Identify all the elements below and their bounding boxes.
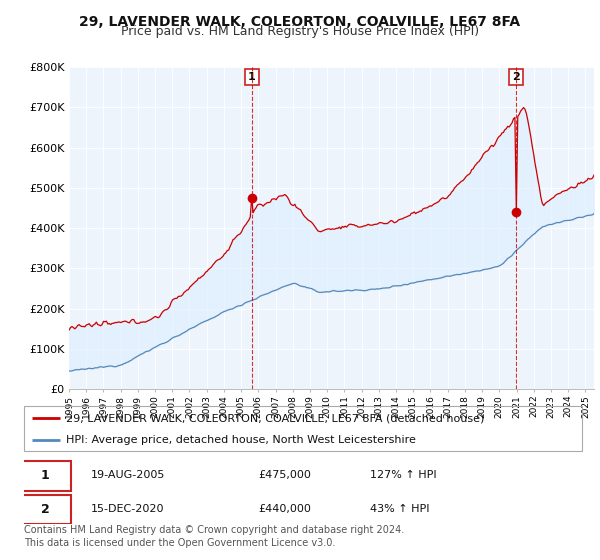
Text: 43% ↑ HPI: 43% ↑ HPI xyxy=(370,504,430,514)
Text: 127% ↑ HPI: 127% ↑ HPI xyxy=(370,470,437,480)
Text: 19-AUG-2005: 19-AUG-2005 xyxy=(91,470,166,480)
Text: 2: 2 xyxy=(41,502,49,516)
FancyBboxPatch shape xyxy=(19,461,71,491)
Text: 2: 2 xyxy=(512,72,520,82)
Text: £440,000: £440,000 xyxy=(259,504,311,514)
FancyBboxPatch shape xyxy=(19,495,71,524)
Text: Contains HM Land Registry data © Crown copyright and database right 2024.
This d: Contains HM Land Registry data © Crown c… xyxy=(24,525,404,548)
Text: Price paid vs. HM Land Registry's House Price Index (HPI): Price paid vs. HM Land Registry's House … xyxy=(121,25,479,38)
Text: £475,000: £475,000 xyxy=(259,470,311,480)
Text: 1: 1 xyxy=(41,469,49,482)
Text: 29, LAVENDER WALK, COLEORTON, COALVILLE, LE67 8FA (detached house): 29, LAVENDER WALK, COLEORTON, COALVILLE,… xyxy=(66,413,484,423)
Text: HPI: Average price, detached house, North West Leicestershire: HPI: Average price, detached house, Nort… xyxy=(66,435,416,445)
Text: 1: 1 xyxy=(248,72,256,82)
Text: 29, LAVENDER WALK, COLEORTON, COALVILLE, LE67 8FA: 29, LAVENDER WALK, COLEORTON, COALVILLE,… xyxy=(79,15,521,29)
Text: 15-DEC-2020: 15-DEC-2020 xyxy=(91,504,164,514)
